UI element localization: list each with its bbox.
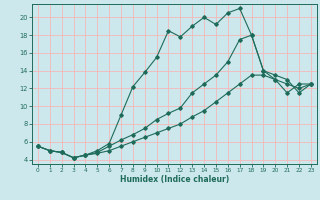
X-axis label: Humidex (Indice chaleur): Humidex (Indice chaleur)	[120, 175, 229, 184]
